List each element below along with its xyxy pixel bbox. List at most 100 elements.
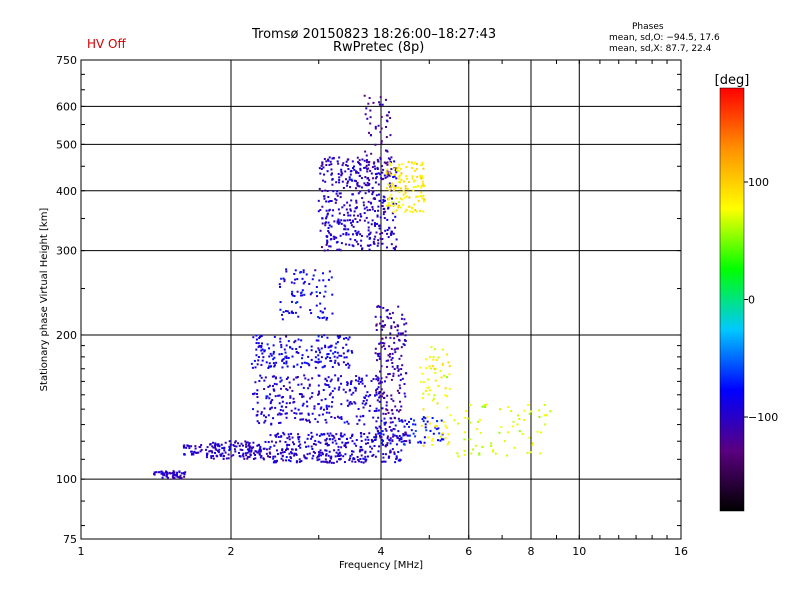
- data-point: [386, 229, 389, 232]
- data-point: [286, 310, 289, 313]
- data-point: [318, 458, 321, 461]
- data-point: [401, 203, 404, 206]
- data-point: [398, 439, 401, 442]
- data-point: [331, 434, 334, 437]
- y-tick-label: 300: [56, 245, 77, 258]
- data-point: [415, 210, 418, 213]
- chart-title: Tromsø 20150823 18:26:00–18:27:43: [252, 27, 497, 42]
- data-point: [391, 440, 394, 443]
- colorbar-label: [deg]: [715, 73, 750, 88]
- data-point: [401, 313, 404, 316]
- data-point: [340, 446, 343, 449]
- data-point: [267, 441, 270, 444]
- data-point: [332, 461, 335, 464]
- data-point: [301, 395, 304, 398]
- data-point: [436, 420, 439, 423]
- data-point: [256, 392, 259, 395]
- data-point: [262, 356, 265, 359]
- data-point: [398, 177, 401, 180]
- data-point: [396, 366, 399, 369]
- data-point: [421, 180, 424, 183]
- data-point: [528, 412, 531, 415]
- data-point: [337, 222, 340, 225]
- data-point: [351, 440, 354, 443]
- data-point: [324, 357, 327, 360]
- data-point: [276, 413, 279, 416]
- data-point: [234, 450, 237, 453]
- data-point: [366, 391, 369, 394]
- data-point: [256, 363, 259, 366]
- data-point: [338, 248, 341, 251]
- data-point: [360, 177, 363, 180]
- data-point: [241, 444, 244, 447]
- data-point: [512, 425, 515, 428]
- data-point: [218, 448, 221, 451]
- data-point: [472, 448, 475, 451]
- data-point: [387, 174, 390, 177]
- data-point: [325, 209, 328, 212]
- data-point: [388, 162, 391, 165]
- data-point: [304, 377, 307, 380]
- data-point: [260, 411, 263, 414]
- data-point: [381, 443, 384, 446]
- data-point: [370, 223, 373, 226]
- data-point: [392, 176, 395, 179]
- data-point: [340, 170, 343, 173]
- data-point: [244, 452, 247, 455]
- data-point: [393, 175, 396, 178]
- data-point: [379, 96, 382, 99]
- data-point: [516, 423, 519, 426]
- data-point: [293, 295, 296, 298]
- data-point: [397, 417, 400, 420]
- data-point: [378, 227, 381, 230]
- data-point: [325, 383, 328, 386]
- data-point: [394, 169, 397, 172]
- data-point: [384, 176, 387, 179]
- data-point: [275, 383, 278, 386]
- data-point: [322, 272, 325, 275]
- data-point: [254, 453, 257, 456]
- data-point: [397, 368, 400, 371]
- data-point: [343, 444, 346, 447]
- data-point: [303, 293, 306, 296]
- y-tick-label: 500: [56, 138, 77, 151]
- data-point: [274, 434, 277, 437]
- data-point: [325, 318, 328, 321]
- data-point: [347, 214, 350, 217]
- data-point: [336, 356, 339, 359]
- data-point: [324, 221, 327, 224]
- data-point: [373, 161, 376, 164]
- data-point: [398, 175, 401, 178]
- data-point: [325, 437, 328, 440]
- data-point: [337, 388, 340, 391]
- data-point: [232, 454, 235, 457]
- data-point: [384, 229, 387, 232]
- data-point: [319, 449, 322, 452]
- data-point: [283, 280, 286, 283]
- data-point: [414, 435, 417, 438]
- data-point: [375, 231, 378, 234]
- data-point: [303, 280, 306, 283]
- data-point: [259, 374, 262, 377]
- data-point: [286, 376, 289, 379]
- data-point: [427, 436, 430, 439]
- data-point: [437, 427, 440, 430]
- data-point: [285, 362, 288, 365]
- data-point: [442, 438, 445, 441]
- data-point: [360, 234, 363, 237]
- data-point: [279, 340, 282, 343]
- data-point: [330, 200, 333, 203]
- data-point: [245, 445, 248, 448]
- data-point: [437, 439, 440, 442]
- data-point: [440, 438, 443, 441]
- data-point: [244, 440, 247, 443]
- data-point: [333, 361, 336, 364]
- data-point: [161, 471, 164, 474]
- data-point: [318, 351, 321, 354]
- data-point: [456, 452, 459, 455]
- data-point: [398, 434, 401, 437]
- data-point: [384, 336, 387, 339]
- data-point: [464, 409, 467, 412]
- data-point: [383, 423, 386, 426]
- data-point: [362, 400, 365, 403]
